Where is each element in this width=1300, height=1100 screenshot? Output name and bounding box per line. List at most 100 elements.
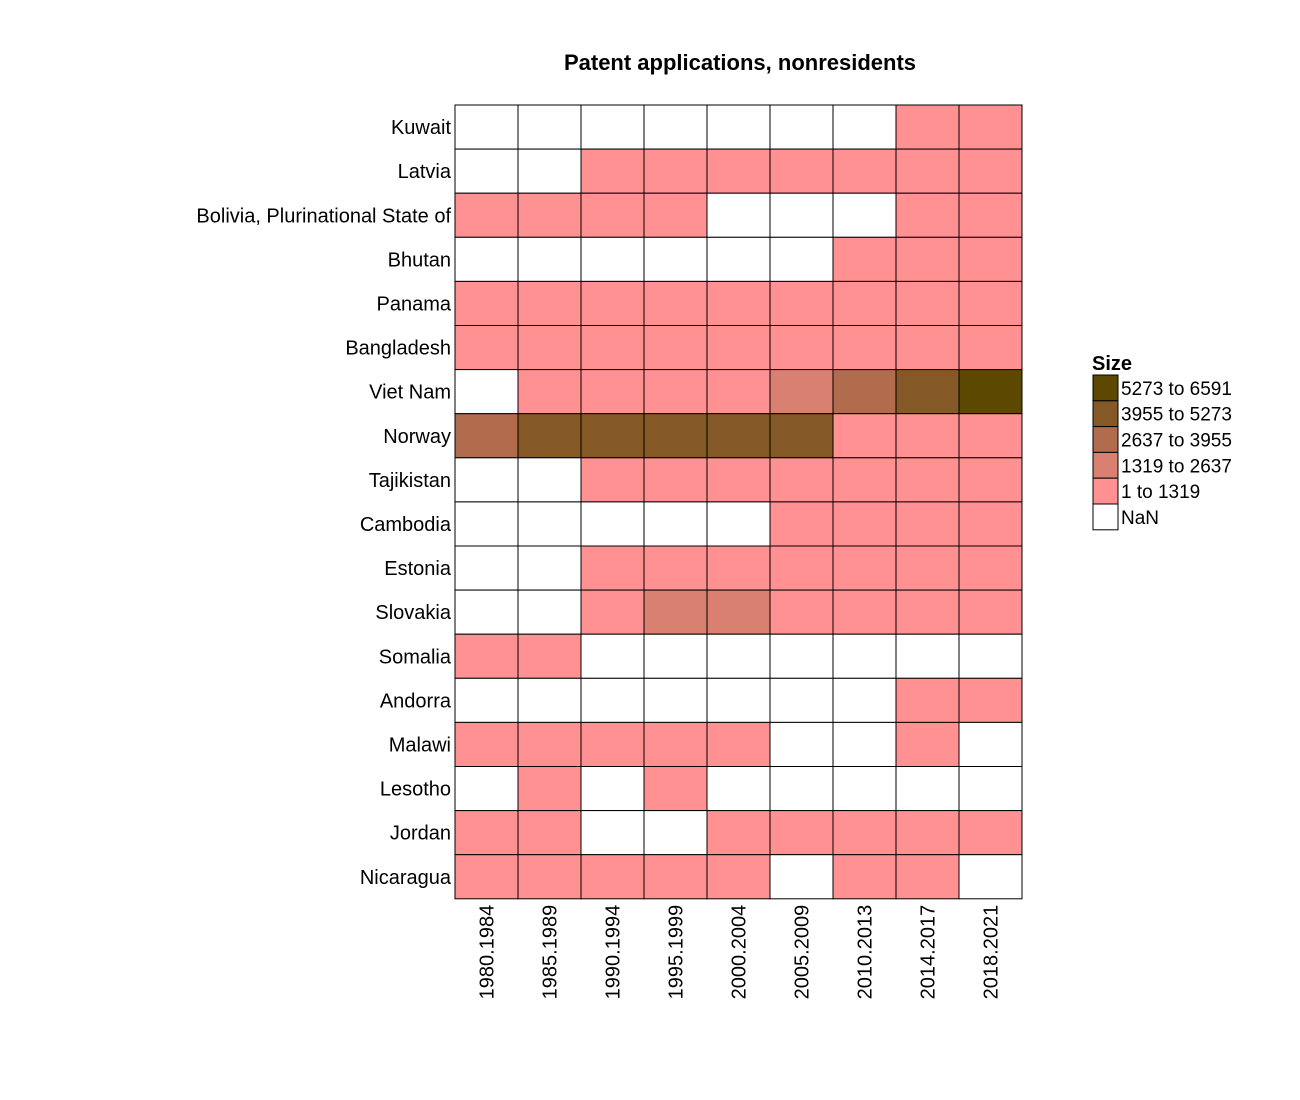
- row-label-slovakia: Slovakia: [375, 602, 451, 624]
- cell-tajikistan-2018-2021: [959, 458, 1022, 502]
- cell-tajikistan-1985-1989: [518, 458, 581, 502]
- cell-norway-2010-2013: [833, 414, 896, 458]
- cell-panama-2000-2004: [707, 281, 770, 325]
- cell-cambodia-1980-1984: [455, 502, 518, 546]
- cell-lesotho-2010-2013: [833, 767, 896, 811]
- cell-bhutan-1990-1994: [581, 237, 644, 281]
- cell-lesotho-2014-2017: [896, 767, 959, 811]
- cell-viet-nam-1980-1984: [455, 370, 518, 414]
- cell-estonia-2018-2021: [959, 546, 1022, 590]
- cell-bangladesh-2000-2004: [707, 326, 770, 370]
- legend-swatch-5273-to-6591: [1093, 375, 1118, 401]
- cell-somalia-1995-1999: [644, 634, 707, 678]
- row-label-norway: Norway: [383, 426, 451, 448]
- cell-bhutan-2010-2013: [833, 237, 896, 281]
- cell-andorra-1980-1984: [455, 678, 518, 722]
- cell-nicaragua-1985-1989: [518, 855, 581, 899]
- cell-tajikistan-1990-1994: [581, 458, 644, 502]
- cell-estonia-2005-2009: [770, 546, 833, 590]
- cell-bhutan-2018-2021: [959, 237, 1022, 281]
- cell-slovakia-2014-2017: [896, 590, 959, 634]
- cell-latvia-1990-1994: [581, 149, 644, 193]
- cell-cambodia-1990-1994: [581, 502, 644, 546]
- cell-malawi-1995-1999: [644, 722, 707, 766]
- cell-nicaragua-1980-1984: [455, 855, 518, 899]
- row-label-kuwait: Kuwait: [391, 117, 451, 139]
- cell-lesotho-1990-1994: [581, 767, 644, 811]
- cell-cambodia-1985-1989: [518, 502, 581, 546]
- cell-tajikistan-2000-2004: [707, 458, 770, 502]
- legend-swatch-nan: [1093, 504, 1118, 530]
- cell-malawi-2010-2013: [833, 722, 896, 766]
- legend-swatch-1-to-1319: [1093, 478, 1118, 504]
- cell-bolivia-plurinational-state-of-1990-1994: [581, 193, 644, 237]
- cell-tajikistan-2014-2017: [896, 458, 959, 502]
- cell-norway-1980-1984: [455, 414, 518, 458]
- column-label-1990-1994: 1990.1994: [603, 905, 625, 1000]
- legend-swatch-1319-to-2637: [1093, 452, 1118, 478]
- cell-latvia-2014-2017: [896, 149, 959, 193]
- cell-malawi-1985-1989: [518, 722, 581, 766]
- cell-somalia-2018-2021: [959, 634, 1022, 678]
- cell-tajikistan-2005-2009: [770, 458, 833, 502]
- cell-tajikistan-1980-1984: [455, 458, 518, 502]
- cell-norway-2014-2017: [896, 414, 959, 458]
- cell-somalia-1990-1994: [581, 634, 644, 678]
- legend-swatch-3955-to-5273: [1093, 401, 1118, 427]
- cell-nicaragua-2018-2021: [959, 855, 1022, 899]
- column-label-1980-1984: 1980.1984: [477, 905, 499, 1000]
- cell-estonia-1990-1994: [581, 546, 644, 590]
- cell-kuwait-2010-2013: [833, 105, 896, 149]
- cell-bangladesh-2005-2009: [770, 326, 833, 370]
- cell-kuwait-2018-2021: [959, 105, 1022, 149]
- cell-estonia-1995-1999: [644, 546, 707, 590]
- cell-bolivia-plurinational-state-of-1995-1999: [644, 193, 707, 237]
- cell-malawi-2005-2009: [770, 722, 833, 766]
- cell-slovakia-2000-2004: [707, 590, 770, 634]
- cell-latvia-1980-1984: [455, 149, 518, 193]
- cell-slovakia-1990-1994: [581, 590, 644, 634]
- cell-norway-2018-2021: [959, 414, 1022, 458]
- cell-slovakia-1995-1999: [644, 590, 707, 634]
- cell-bolivia-plurinational-state-of-2014-2017: [896, 193, 959, 237]
- column-label-2014-2017: 2014.2017: [918, 905, 940, 1000]
- cell-andorra-1995-1999: [644, 678, 707, 722]
- cell-jordan-1980-1984: [455, 811, 518, 855]
- cell-bolivia-plurinational-state-of-2005-2009: [770, 193, 833, 237]
- column-label-2018-2021: 2018.2021: [981, 905, 1003, 1000]
- cell-somalia-2005-2009: [770, 634, 833, 678]
- cell-jordan-2010-2013: [833, 811, 896, 855]
- row-label-nicaragua: Nicaragua: [360, 867, 452, 889]
- legend-title: Size: [1092, 353, 1132, 375]
- cell-estonia-2010-2013: [833, 546, 896, 590]
- row-labels: KuwaitLatviaBolivia, Plurinational State…: [196, 117, 451, 889]
- cell-estonia-2000-2004: [707, 546, 770, 590]
- legend-items: 5273 to 65913955 to 52732637 to 39551319…: [1093, 375, 1232, 530]
- cell-bangladesh-1990-1994: [581, 326, 644, 370]
- cell-andorra-2014-2017: [896, 678, 959, 722]
- cell-latvia-2018-2021: [959, 149, 1022, 193]
- row-label-bhutan: Bhutan: [388, 249, 451, 271]
- cell-andorra-1985-1989: [518, 678, 581, 722]
- cell-lesotho-2000-2004: [707, 767, 770, 811]
- legend-swatch-2637-to-3955: [1093, 427, 1118, 453]
- cell-bangladesh-2014-2017: [896, 326, 959, 370]
- column-label-2000-2004: 2000.2004: [729, 905, 751, 1000]
- legend-label-2637-to-3955: 2637 to 3955: [1121, 431, 1232, 452]
- cell-nicaragua-1995-1999: [644, 855, 707, 899]
- row-label-panama: Panama: [377, 293, 452, 315]
- cell-nicaragua-2000-2004: [707, 855, 770, 899]
- cell-panama-1990-1994: [581, 281, 644, 325]
- cell-malawi-2000-2004: [707, 722, 770, 766]
- cell-slovakia-2018-2021: [959, 590, 1022, 634]
- cell-malawi-2014-2017: [896, 722, 959, 766]
- cell-kuwait-1995-1999: [644, 105, 707, 149]
- cell-latvia-2000-2004: [707, 149, 770, 193]
- cell-panama-1985-1989: [518, 281, 581, 325]
- cell-nicaragua-1990-1994: [581, 855, 644, 899]
- cell-somalia-1985-1989: [518, 634, 581, 678]
- row-label-tajikistan: Tajikistan: [369, 470, 451, 492]
- cell-somalia-1980-1984: [455, 634, 518, 678]
- legend: Size 5273 to 65913955 to 52732637 to 395…: [1092, 353, 1232, 530]
- column-label-2010-2013: 2010.2013: [855, 905, 877, 1000]
